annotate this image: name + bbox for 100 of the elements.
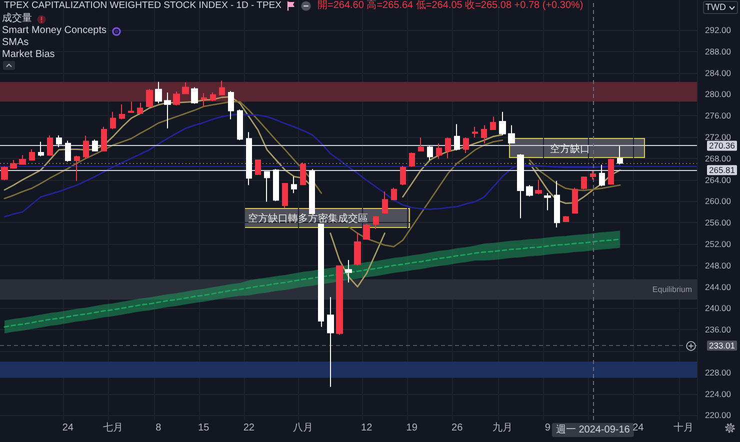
candlestick: [427, 146, 433, 160]
chart-title: TPEX CAPITALIZATION WEIGHTED STOCK INDEX - 1D - TPEX: [4, 0, 282, 12]
candlestick: [581, 176, 587, 190]
x-tick-label: 週一 2024-09-16: [556, 424, 630, 436]
candlestick: [56, 134, 62, 148]
candlestick: [137, 102, 143, 114]
annotation: 成交量: [2, 13, 32, 25]
candlestick: [526, 184, 533, 197]
x-tick-label: 九月: [492, 422, 512, 434]
y-tick-label: 256.00: [705, 218, 732, 228]
y-tick-label: 292.00: [705, 24, 732, 35]
candlestick: [173, 90, 180, 106]
candlestick: [382, 191, 388, 214]
candlestick: [463, 137, 469, 154]
candlestick: [155, 81, 162, 104]
candlestick: [508, 124, 515, 144]
y-tick-label: 264.00: [705, 174, 732, 185]
candlestick: [418, 137, 424, 152]
candlestick: [318, 224, 324, 328]
candlestick: [219, 80, 225, 96]
x-tick-label: 12: [361, 422, 373, 434]
candlestick: [599, 164, 605, 187]
candlestick: [563, 216, 569, 223]
y-tick-label: 252.00: [705, 238, 732, 249]
candlestick: [572, 187, 578, 214]
band-label: Equilibrium: [652, 284, 692, 294]
candlestick: [228, 90, 234, 120]
x-tick-label: 十月: [673, 422, 694, 434]
candlestick: [10, 159, 17, 170]
y-tick-label: 220.00: [705, 410, 732, 420]
annotation: SMAs: [2, 37, 29, 49]
candlestick: [544, 192, 551, 211]
candlestick: [264, 170, 270, 202]
y-tick-label: 276.00: [705, 110, 732, 121]
candlestick: [164, 92, 171, 129]
candlestick: [400, 165, 406, 186]
y-tick-label: 224.00: [705, 388, 732, 399]
candlestick: [83, 135, 89, 159]
candlestick: [65, 140, 71, 162]
candlestick: [146, 88, 153, 108]
candlestick: [617, 146, 623, 165]
ref-line-label: 265.81: [709, 165, 736, 176]
candlestick: [517, 154, 524, 219]
candlestick: [47, 134, 53, 156]
annotation: Smart Money Concepts: [2, 25, 106, 37]
x-tick-label: 26: [452, 422, 464, 434]
candlestick: [445, 137, 451, 159]
candlestick: [29, 148, 35, 162]
y-axis-title: TWD: [706, 2, 726, 13]
candlestick: [300, 162, 306, 186]
candlestick: [110, 111, 116, 130]
candlestick: [101, 126, 107, 152]
x-tick-label: 9: [544, 422, 551, 434]
candlestick: [273, 168, 279, 202]
x-tick-label: 七月: [103, 422, 124, 434]
y-tick-label: 268.00: [705, 153, 732, 164]
ref-line-label: 233.01: [709, 340, 736, 351]
x-tick-label: 19: [406, 422, 418, 434]
candlestick: [309, 168, 315, 214]
y-tick-label: 248.00: [705, 260, 732, 270]
y-tick-label: 288.00: [705, 46, 732, 56]
y-tick-label: 260.00: [705, 196, 732, 206]
x-tick-label: 八月: [293, 422, 314, 434]
y-tick-label: 272.00: [705, 132, 732, 142]
x-tick-label: 24: [62, 422, 74, 434]
candlestick: [255, 159, 261, 176]
candlestick: [19, 154, 26, 166]
candlestick: [201, 92, 207, 107]
x-tick-label: 8: [156, 422, 162, 434]
candlestick: [92, 139, 98, 152]
candlestick: [436, 142, 442, 160]
candlestick: [391, 187, 397, 201]
candlestick: [336, 264, 343, 336]
candlestick: [210, 92, 216, 102]
candlestick: [499, 111, 506, 136]
candlestick: [590, 170, 596, 180]
candlestick: [1, 166, 8, 181]
annotation: Market Bias: [2, 49, 55, 61]
candlestick: [128, 101, 134, 114]
candlestick: [535, 179, 542, 195]
candlestick: [291, 176, 297, 194]
candlestick: [327, 296, 334, 388]
y-tick-label: 228.00: [705, 367, 732, 378]
candlestick: [554, 180, 560, 228]
candlestick: [481, 124, 487, 144]
candlestick: [237, 109, 243, 141]
y-tick-label: 240.00: [705, 303, 732, 314]
candlestick: [409, 152, 415, 168]
candlestick: [363, 224, 370, 240]
candlestick: [246, 132, 252, 186]
annotation: 空方缺口: [550, 142, 590, 155]
y-tick-label: 236.00: [705, 324, 732, 335]
y-tick-label: 244.00: [705, 282, 732, 292]
candlestick: [74, 155, 80, 182]
y-tick-label: 280.00: [705, 89, 732, 100]
y-tick-label: 284.00: [705, 68, 732, 78]
x-tick-label: 24: [632, 422, 644, 434]
candlestick: [119, 104, 125, 120]
x-tick-label: 15: [198, 422, 210, 434]
candlestick: [472, 126, 478, 138]
